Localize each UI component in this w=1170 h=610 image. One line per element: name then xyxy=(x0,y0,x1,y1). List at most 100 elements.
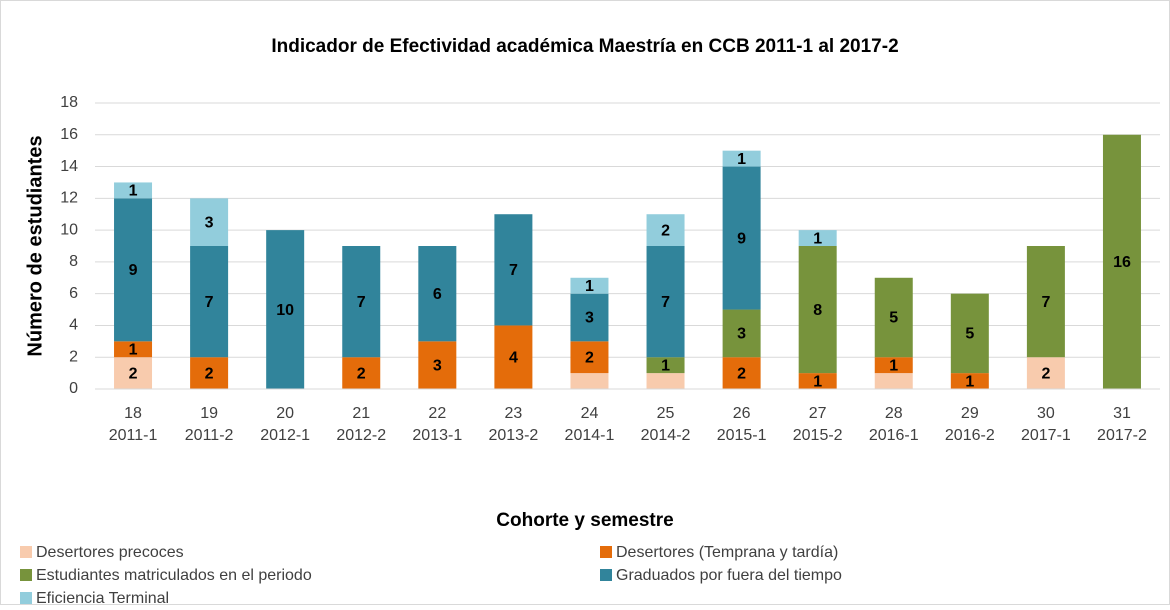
bar-segment xyxy=(798,373,837,389)
bar-segment xyxy=(874,277,913,358)
data-label: 1 xyxy=(889,357,898,374)
x-tick-label: 2017-1 xyxy=(1021,427,1071,444)
x-tick-label: 20 xyxy=(276,405,294,422)
x-tick-label: 24 xyxy=(581,405,599,422)
y-tick-label: 0 xyxy=(69,380,78,397)
data-label: 1 xyxy=(965,373,974,390)
data-label: 6 xyxy=(433,286,442,303)
data-label: 16 xyxy=(1113,254,1131,271)
bar-segment xyxy=(114,357,153,389)
bar-segment xyxy=(114,182,153,199)
bar-segment xyxy=(874,373,913,389)
legend-label: Graduados por fuera del tiempo xyxy=(616,567,842,584)
data-label: 7 xyxy=(357,294,366,311)
data-label: 2 xyxy=(585,349,594,366)
legend-swatch xyxy=(20,569,32,581)
data-label: 5 xyxy=(965,326,974,343)
legend-swatch xyxy=(600,546,612,558)
bar-segment xyxy=(114,198,153,342)
legend-label: Desertores precoces xyxy=(36,544,184,561)
data-label: 9 xyxy=(737,230,746,247)
bar-segment xyxy=(722,357,761,389)
data-label: 7 xyxy=(509,262,518,279)
bar-segment xyxy=(722,150,761,167)
x-tick-label: 19 xyxy=(200,405,218,422)
data-label: 7 xyxy=(661,294,670,311)
x-tick-label: 27 xyxy=(809,405,827,422)
data-label: 1 xyxy=(129,183,138,200)
x-tick-label: 2011-1 xyxy=(109,427,158,444)
bar-segment xyxy=(114,341,153,358)
bar-segment xyxy=(494,214,533,326)
bar-segment xyxy=(570,277,609,294)
legend-label: Desertores (Temprana y tardía) xyxy=(616,544,838,561)
bar-segment xyxy=(570,373,609,389)
data-label: 8 xyxy=(813,302,822,319)
bar-segment xyxy=(722,309,761,358)
x-tick-label: 2014-2 xyxy=(641,427,691,444)
bar-segment xyxy=(646,214,685,246)
data-label: 2 xyxy=(357,365,366,382)
y-tick-label: 4 xyxy=(69,317,78,334)
bar-segment xyxy=(646,357,685,374)
data-label: 7 xyxy=(205,294,214,311)
x-tick-label: 21 xyxy=(352,405,370,422)
chart-title: Indicador de Efectividad académica Maest… xyxy=(271,36,898,57)
bar-segment xyxy=(418,246,457,342)
bar-segment xyxy=(1026,357,1065,389)
data-label: 9 xyxy=(129,262,138,279)
y-axis-title: Número de estudiantes xyxy=(24,135,46,356)
bar-segment xyxy=(646,246,685,358)
bar-segment xyxy=(874,357,913,374)
x-tick-label: 2011-2 xyxy=(185,427,234,444)
data-label: 3 xyxy=(737,326,746,343)
bar-segment xyxy=(646,373,685,389)
x-tick-label: 30 xyxy=(1037,405,1055,422)
bar-segment xyxy=(950,373,989,389)
bar-segment xyxy=(342,246,381,358)
data-label: 3 xyxy=(433,357,442,374)
bar-segment xyxy=(950,293,989,374)
bar-segment xyxy=(190,198,229,246)
y-tick-label: 14 xyxy=(60,158,78,175)
legend-label: Estudiantes matriculados en el periodo xyxy=(36,567,312,584)
y-tick-label: 12 xyxy=(60,190,78,207)
bar-segment xyxy=(494,325,533,389)
data-label: 4 xyxy=(509,349,518,366)
bar-segment xyxy=(722,166,761,310)
bar-segment xyxy=(1102,134,1141,389)
bar-segment xyxy=(190,357,229,389)
bar-segment xyxy=(1026,246,1065,358)
bar-segment xyxy=(798,230,837,246)
y-tick-label: 18 xyxy=(60,94,78,111)
bar-segment xyxy=(190,246,229,358)
x-tick-label: 23 xyxy=(504,405,522,422)
data-label: 1 xyxy=(661,357,670,374)
x-tick-label: 28 xyxy=(885,405,903,422)
legend-swatch xyxy=(20,592,32,604)
data-label: 2 xyxy=(661,222,670,239)
legend-swatch xyxy=(20,546,32,558)
x-tick-label: 2012-1 xyxy=(260,427,310,444)
data-label: 10 xyxy=(276,302,294,319)
x-tick-label: 2017-2 xyxy=(1097,427,1147,444)
x-tick-label: 2015-1 xyxy=(717,427,767,444)
x-tick-label: 2016-1 xyxy=(869,427,919,444)
x-tick-label: 2013-1 xyxy=(412,427,462,444)
x-tick-label: 29 xyxy=(961,405,979,422)
data-label: 1 xyxy=(129,341,138,358)
y-tick-label: 10 xyxy=(60,221,78,238)
x-tick-label: 2014-1 xyxy=(565,427,615,444)
data-label: 2 xyxy=(1041,365,1050,382)
data-label: 1 xyxy=(813,230,822,247)
y-tick-label: 8 xyxy=(69,253,78,270)
data-label: 2 xyxy=(129,365,138,382)
bar-segment xyxy=(798,246,837,374)
x-tick-label: 22 xyxy=(428,405,446,422)
data-label: 2 xyxy=(205,365,214,382)
x-tick-label: 2015-2 xyxy=(793,427,843,444)
x-tick-label: 2013-2 xyxy=(488,427,538,444)
bar-segment xyxy=(570,341,609,374)
